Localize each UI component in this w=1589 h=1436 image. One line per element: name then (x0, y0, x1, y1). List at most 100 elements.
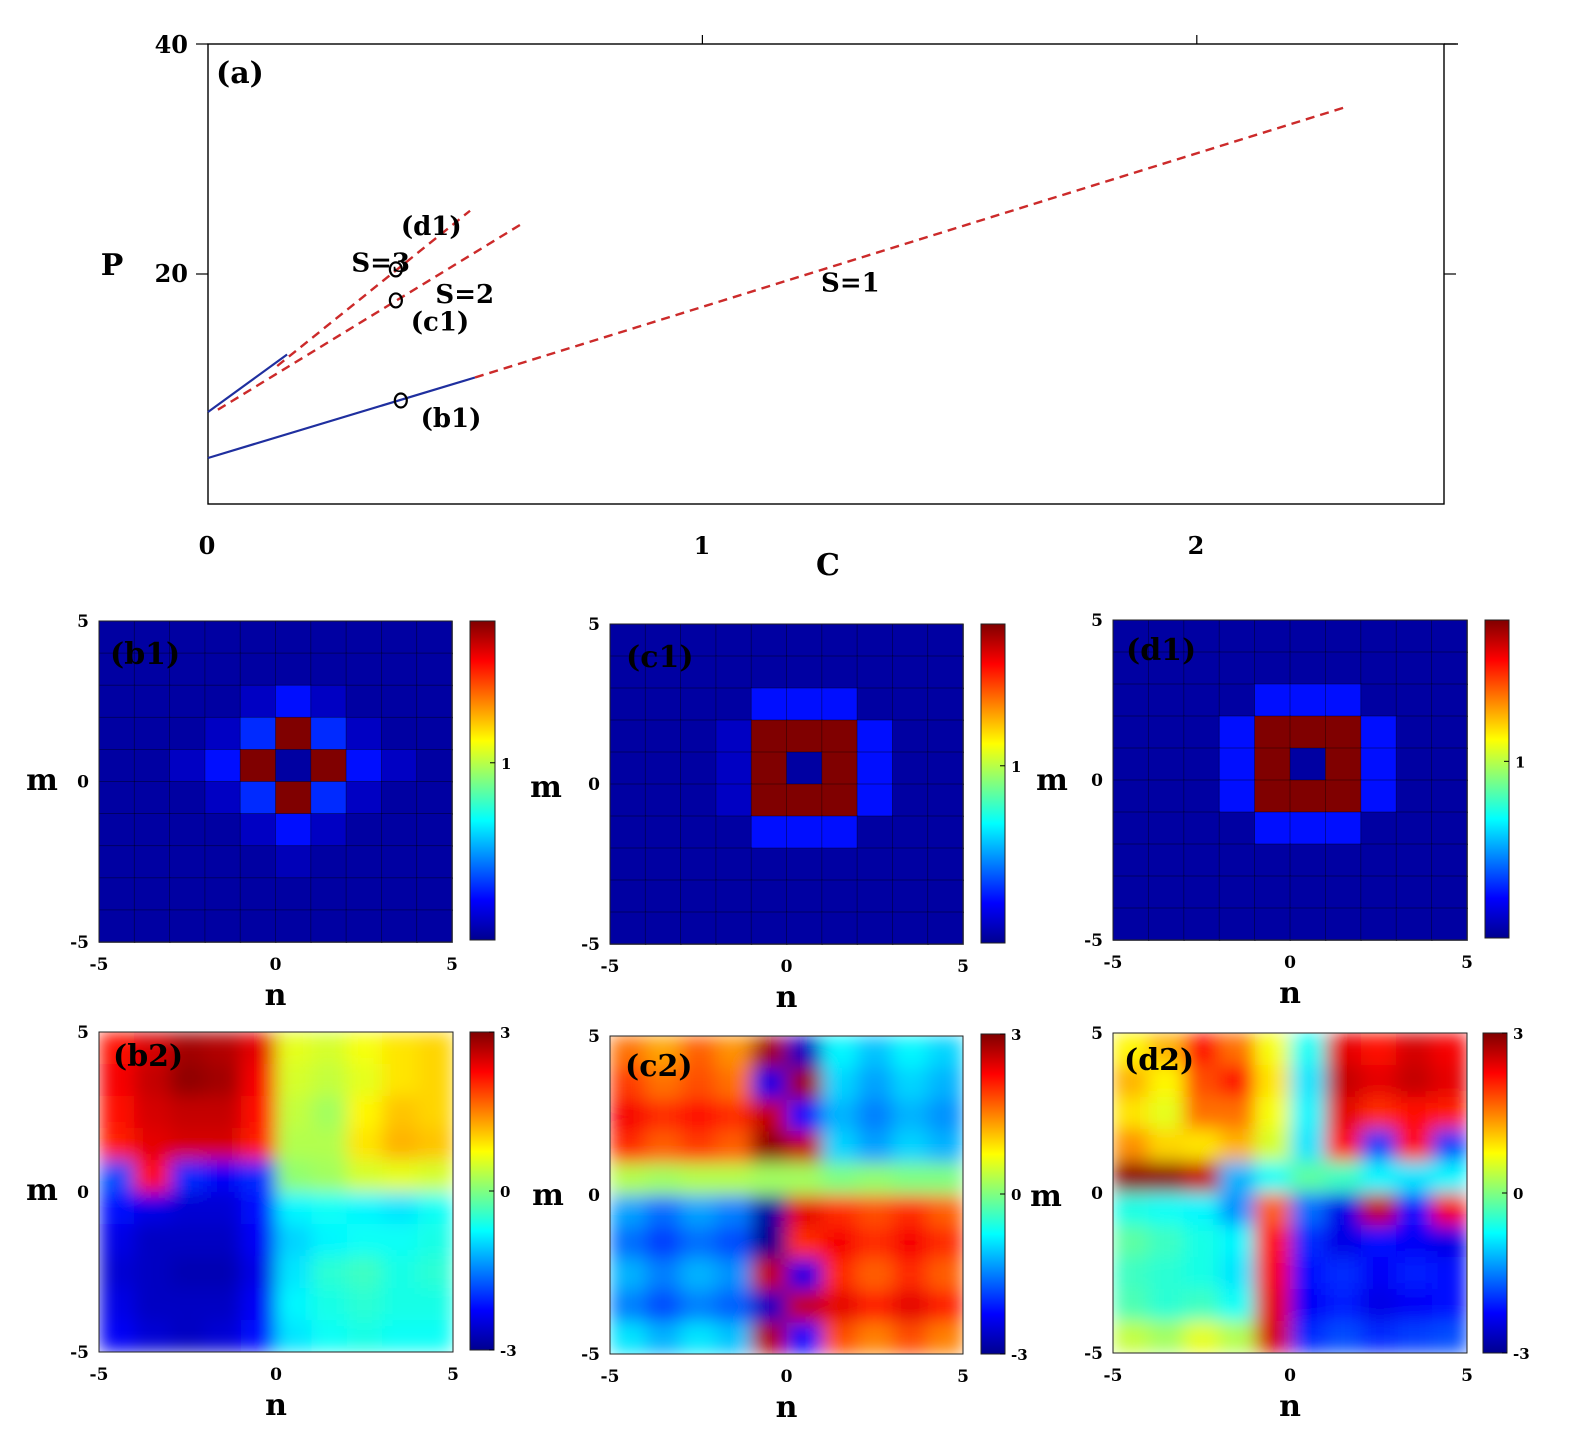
heatmap-cell (751, 1290, 788, 1323)
heatmap-cell (311, 1160, 348, 1193)
y-tick-label: -5 (70, 933, 89, 953)
heatmap-cell (750, 815, 788, 849)
heatmap-cell (1360, 1193, 1397, 1226)
heatmap-cell (1113, 1321, 1149, 1353)
heatmap-cell (786, 911, 823, 945)
heatmap-cell (786, 1067, 823, 1101)
heatmap-cell (1148, 811, 1185, 845)
heatmap-cell (609, 751, 647, 785)
heatmap-cell (1218, 811, 1256, 845)
heatmap-cell (927, 1163, 963, 1196)
heatmap-cell (1218, 875, 1256, 909)
heatmap-panel-c1: (c1) -5 0 5 -5 0 5 n m 1 (530, 615, 1021, 1015)
heatmap-cell (1325, 619, 1362, 653)
heatmap-cell (417, 1224, 453, 1257)
heatmap-cell (821, 751, 859, 785)
heatmap-cell (1431, 651, 1468, 685)
cell-layer (1112, 619, 1468, 941)
heatmap-cell (786, 815, 823, 849)
heatmap-cell (645, 1290, 682, 1323)
heatmap-cell (1325, 1257, 1362, 1290)
heatmap-cell (382, 1288, 419, 1321)
heatmap-cell (1431, 1065, 1467, 1098)
heatmap-cell (1218, 907, 1256, 941)
heatmap-cell (786, 687, 823, 721)
heatmap-cell (786, 847, 823, 881)
heatmap-cell (680, 1036, 717, 1069)
heatmap-frame (609, 1035, 964, 1355)
heatmap-cell (610, 1258, 646, 1291)
heatmap-cell (856, 911, 894, 945)
heatmap-cell (275, 684, 312, 719)
heatmap-cell (644, 783, 682, 817)
heatmap-cell (239, 781, 277, 815)
heatmap-cell (1360, 907, 1398, 941)
heatmap-cell (98, 716, 136, 751)
x-tick-label: 0 (1284, 1366, 1296, 1386)
heatmap-cell (1219, 1225, 1256, 1258)
heatmap-cell (1290, 1033, 1326, 1066)
heatmap-cell (382, 1192, 419, 1225)
heatmap-cell (786, 719, 823, 753)
heatmap-cell (750, 783, 788, 817)
heatmap-cell (133, 813, 171, 847)
heatmap-cell (1254, 747, 1291, 781)
annotation-label: (c1) (411, 307, 470, 337)
heatmap-cell (1183, 651, 1221, 685)
heatmap-cell (275, 620, 312, 655)
y-tick-label: 0 (1091, 1184, 1103, 1204)
heatmap-cell (927, 1195, 963, 1228)
heatmap-cell (856, 751, 894, 785)
heatmap-cell (275, 781, 312, 815)
heatmap-cell (892, 687, 929, 721)
heatmap-cell (715, 1036, 752, 1069)
heatmap-cell (715, 623, 753, 657)
heatmap-cell (239, 877, 277, 911)
heatmap-cell (1183, 1193, 1220, 1226)
heatmap-cell (346, 1256, 383, 1289)
point-markers (388, 261, 408, 409)
heatmap-cell (715, 1067, 752, 1101)
heatmap-cell (680, 1099, 717, 1132)
heatmap-cell (345, 845, 383, 879)
heatmap-cell (715, 815, 753, 849)
y-axis-label: m (532, 1178, 564, 1213)
heatmap-cell (134, 1224, 171, 1257)
heatmap-cell (644, 815, 682, 849)
heatmap-cell (1254, 779, 1291, 813)
heatmap-cell (610, 1036, 646, 1069)
y-axis-label: m (26, 763, 58, 798)
heatmap-cell (821, 815, 859, 849)
heatmap-cell (680, 1322, 717, 1354)
y-tick-label: 40 (155, 30, 188, 59)
heatmap-cell (169, 1064, 206, 1097)
heatmap-cell (750, 623, 788, 657)
heatmap-cell (240, 1064, 277, 1097)
heatmap-cell (1254, 715, 1291, 749)
heatmap-cell (715, 1322, 752, 1354)
y-tick-label: 0 (588, 775, 600, 795)
heatmap-cell (857, 1226, 893, 1260)
heatmap-cell (786, 1322, 823, 1354)
heatmap-cell (204, 845, 242, 879)
y-tick-label: 0 (77, 773, 89, 793)
x-tick-label: 0 (270, 955, 282, 975)
heatmap-cell (204, 813, 242, 847)
x-axis-label: n (776, 1390, 798, 1425)
heatmap-cell (1360, 683, 1398, 717)
heatmap-cell (276, 1160, 312, 1193)
heatmap-cell (609, 879, 647, 913)
x-axis-label: C (816, 548, 840, 583)
heatmap-cell (310, 749, 348, 783)
heatmap-cell (1431, 1321, 1467, 1353)
heatmap-cell (892, 1290, 929, 1323)
heatmap-cell (1148, 779, 1185, 813)
heatmap-cell (715, 847, 753, 881)
heatmap-cell (715, 1195, 752, 1228)
y-tick-label: -5 (581, 1345, 600, 1365)
colorbar-tick-label: 3 (1011, 1026, 1021, 1044)
colorbar (1484, 619, 1510, 939)
heatmap-cell (821, 1036, 858, 1069)
heatmap-cell (927, 1131, 963, 1164)
